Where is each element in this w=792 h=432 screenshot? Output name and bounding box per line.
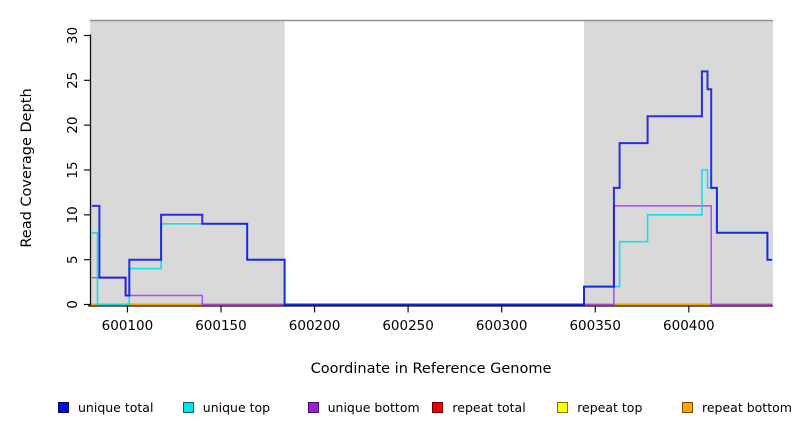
legend-label: unique total: [78, 399, 154, 415]
y-tick-label: 15: [65, 161, 81, 178]
x-tick-label: 600400: [663, 318, 715, 334]
legend-label: repeat total: [452, 399, 526, 415]
legend-item-repeat-total: repeat total: [432, 399, 526, 415]
y-tick-label: 0: [65, 300, 81, 309]
y-tick-label: 5: [65, 255, 81, 264]
x-tick-label: 600300: [476, 318, 528, 334]
x-tick-label: 600150: [195, 318, 247, 334]
legend-label: unique top: [202, 399, 271, 415]
legend-swatch-icon: [432, 401, 444, 413]
y-tick-label: 25: [65, 72, 81, 89]
legend-item-unique-bottom: unique bottom: [307, 399, 420, 415]
series-unique-total: [91, 70, 773, 306]
x-tick-label: 600250: [382, 318, 434, 334]
y-tick-label: 10: [65, 206, 81, 223]
legend-item-unique-top: unique top: [182, 399, 271, 415]
legend-swatch-icon: [58, 401, 69, 413]
legend-item-repeat-top: repeat top: [557, 399, 642, 415]
legend-swatch-icon: [557, 401, 569, 413]
x-tick-label: 600350: [569, 318, 621, 334]
legend-swatch-icon: [307, 401, 319, 413]
x-tick-label: 600100: [102, 318, 154, 334]
legend-item-repeat-bottom: repeat bottom: [682, 399, 792, 415]
shaded-region: [584, 20, 773, 306]
y-axis-title: Read Coverage Depth: [19, 88, 35, 248]
shaded-region: [90, 20, 285, 306]
legend-label: unique bottom: [327, 399, 420, 415]
y-tick-label: 30: [65, 27, 81, 44]
y-tick-label: 20: [65, 117, 81, 134]
legend-item-unique-total: unique total: [58, 399, 153, 415]
x-axis-title: Coordinate in Reference Genome: [310, 361, 552, 377]
legend-swatch-icon: [182, 401, 194, 413]
legend-label: repeat top: [577, 399, 643, 415]
x-tick-label: 600200: [289, 318, 341, 334]
legend: unique total unique top unique bottom repea…: [0, 399, 792, 419]
legend-swatch-icon: [682, 401, 693, 413]
legend-label: repeat bottom: [702, 399, 792, 415]
